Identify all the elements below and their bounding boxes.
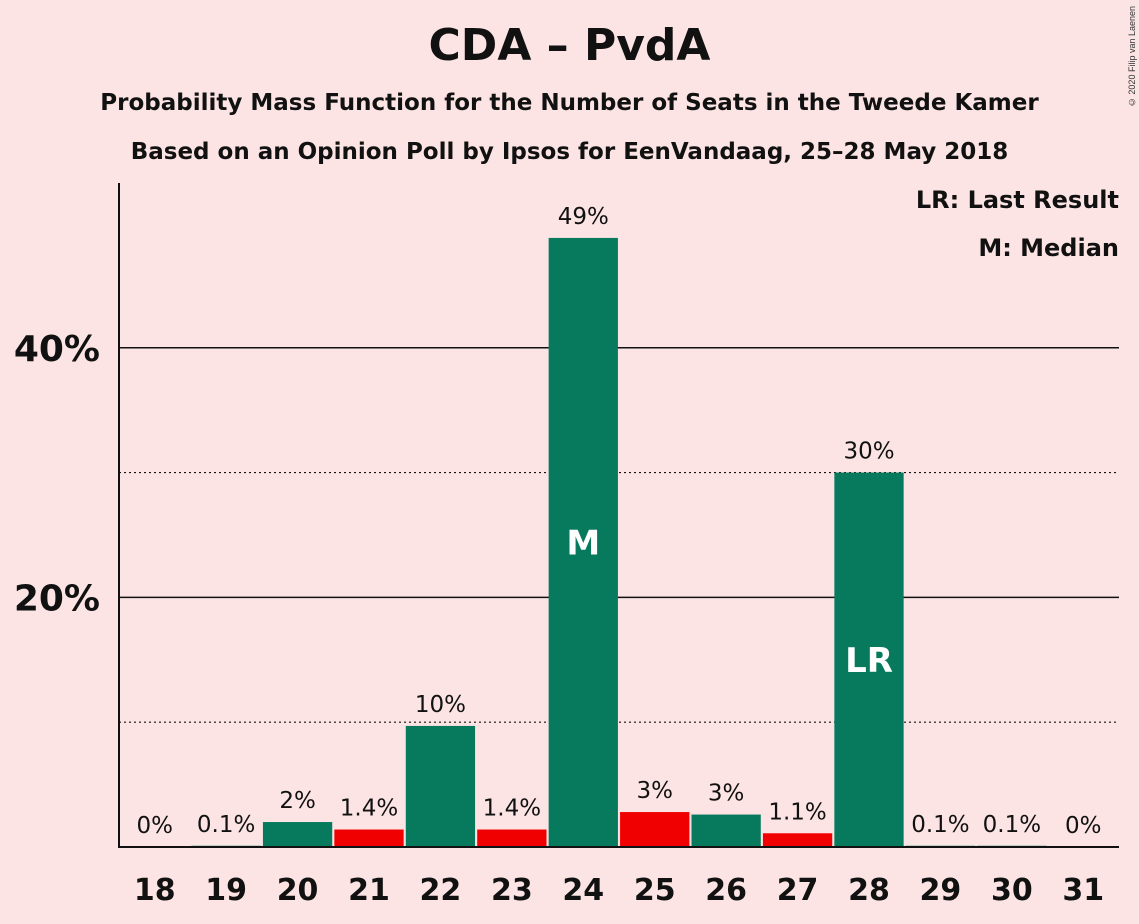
x-tick-label: 31 — [1062, 873, 1104, 908]
data-label: 49% — [558, 204, 609, 230]
x-tick-label: 22 — [420, 873, 462, 908]
chart-subtitle: Probability Mass Function for the Number… — [100, 90, 1039, 116]
data-label: 3% — [708, 781, 745, 807]
data-label: 10% — [415, 692, 466, 718]
bar-22 — [405, 725, 476, 847]
data-label: 1.4% — [340, 796, 398, 822]
data-label: 0.1% — [983, 812, 1041, 838]
x-tick-label: 30 — [991, 873, 1033, 908]
chart-subtitle-source: Based on an Opinion Poll by Ipsos for Ee… — [130, 139, 1009, 165]
x-tick-label: 29 — [920, 873, 962, 908]
x-tick-label: 18 — [134, 873, 176, 908]
bar-marker-label: LR — [845, 641, 893, 681]
y-tick-label: 20% — [14, 578, 100, 619]
data-label: 0.1% — [911, 812, 969, 838]
data-label: 2% — [279, 788, 316, 814]
x-tick-label: 27 — [777, 873, 819, 908]
data-label: 1.4% — [483, 796, 541, 822]
bar-marker-label: M — [566, 523, 600, 563]
bar-24 — [548, 237, 618, 847]
data-label: 0% — [1065, 813, 1102, 839]
data-label: 30% — [843, 439, 894, 465]
y-tick-label: 40% — [14, 329, 100, 370]
x-tick-label: 23 — [491, 873, 533, 908]
data-label: 3% — [636, 778, 673, 804]
bar-27 — [762, 833, 833, 847]
data-label: 0.1% — [197, 812, 255, 838]
legend-median: M: Median — [978, 234, 1119, 262]
bar-21 — [334, 829, 404, 847]
bar-23 — [477, 829, 547, 847]
x-tick-label: 19 — [205, 873, 247, 908]
chart-title: CDA – PvdA — [428, 20, 711, 71]
bar-28 — [834, 472, 904, 847]
x-tick-label: 21 — [348, 873, 390, 908]
data-label: 1.1% — [768, 799, 826, 825]
legend-last-result: LR: Last Result — [915, 186, 1119, 214]
x-tick-label: 26 — [705, 873, 747, 908]
x-tick-label: 25 — [634, 873, 676, 908]
bar-26 — [691, 814, 761, 847]
x-tick-label: 24 — [562, 873, 604, 908]
data-label: 0% — [136, 813, 173, 839]
x-tick-label: 20 — [277, 873, 319, 908]
bar-20 — [262, 822, 333, 847]
x-tick-label: 28 — [848, 873, 890, 908]
bar-25 — [620, 812, 690, 847]
